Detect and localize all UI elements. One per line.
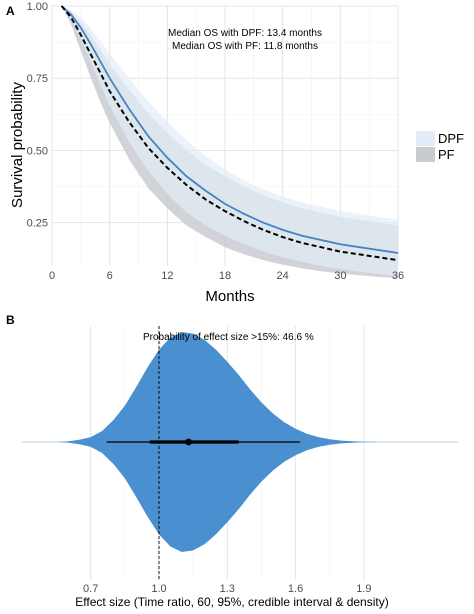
posterior-median-point (185, 438, 192, 446)
panel-b-label: B (6, 313, 15, 327)
panel-a-y-tick-label: 0.25 (27, 218, 48, 230)
legend-swatch-dpf (416, 131, 435, 146)
legend-swatch-pf (416, 147, 435, 162)
panel-a-y-tick-label: 0.75 (27, 73, 48, 85)
panel-a-x-tick-label: 24 (277, 270, 289, 282)
panel-a-x-tick-label: 6 (107, 270, 113, 282)
panel-a-x-tick-label: 36 (392, 270, 404, 282)
panel-a-x-tick-label: 12 (161, 270, 173, 282)
panel-b-x-tick-label: 1.9 (356, 583, 371, 595)
panel-b-x-tick-label: 1.0 (151, 583, 166, 595)
panel-a-y-tick-label: 0.50 (27, 145, 48, 157)
annotation-median-pf: Median OS with PF: 11.8 months (172, 41, 318, 52)
panel-a-x-tick-label: 30 (334, 270, 346, 282)
legend: DPF PF (416, 131, 464, 162)
panel-b-x-ticks: 0.7 1.0 1.3 1.6 1.9 (83, 583, 371, 595)
line-dpf (60, 5, 399, 254)
panel-a-y-tick-label: 1.00 (27, 1, 48, 13)
band-dpf (61, 6, 398, 277)
legend-label-dpf: DPF (438, 131, 464, 146)
y-axis-title-survival: Survival probability (9, 82, 26, 208)
panel-b-x-tick-label: 1.3 (220, 583, 235, 595)
panel-a-x-tick-label: 0 (49, 270, 55, 282)
x-axis-title-effect-size: Effect size (Time ratio, 60, 95%, credib… (75, 595, 388, 609)
panel-a-lines (60, 5, 399, 262)
annotation-probability-effect: Probability of effect size >15%: 46.6 % (143, 332, 314, 343)
panel-a-bands (61, 6, 398, 279)
legend-label-pf: PF (438, 147, 455, 162)
panel-a-y-ticks: 0.25 0.50 0.75 1.00 (27, 1, 48, 230)
panel-a-x-ticks: 0 6 12 18 24 30 36 (49, 270, 404, 282)
annotation-median-dpf: Median OS with DPF: 13.4 months (168, 28, 322, 39)
panel-b-x-tick-label: 0.7 (83, 583, 98, 595)
panel-a-label: A (6, 4, 15, 18)
x-axis-title-months: Months (205, 288, 254, 305)
line-pf (60, 5, 399, 262)
panel-a-x-tick-label: 18 (219, 270, 231, 282)
panel-b-x-tick-label: 1.6 (288, 583, 303, 595)
